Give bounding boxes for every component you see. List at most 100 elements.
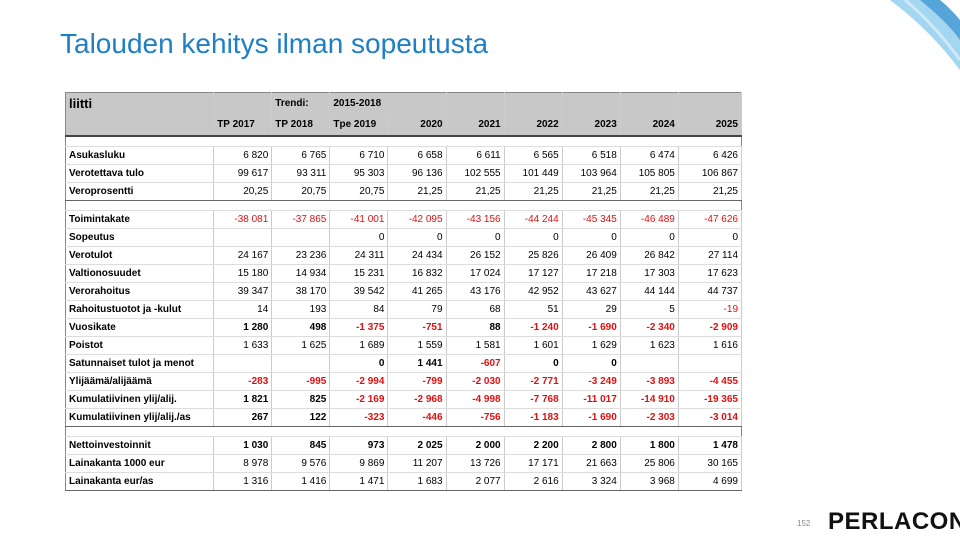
table-cell: 1 683 — [387, 472, 447, 491]
table-cell: -42 095 — [387, 210, 447, 229]
table-cell: 2 077 — [446, 472, 505, 491]
table-cell: 1 616 — [678, 336, 743, 355]
table-cell: -2 968 — [387, 390, 447, 409]
table-cell: -46 489 — [620, 210, 679, 229]
spacer-cell — [387, 426, 447, 437]
table-row: Rahoitustuotot ja -kulut 14 193 84 79 68 51 29 5… — [65, 300, 743, 319]
table-cell — [678, 354, 743, 373]
spacer-cell — [504, 136, 563, 147]
table-cell: -4 998 — [446, 390, 505, 409]
table-cell: 24 167 — [213, 246, 273, 265]
table-cell: -2 994 — [329, 372, 389, 391]
table-cell: -607 — [446, 354, 505, 373]
spacer-cell — [329, 136, 388, 147]
column-header: 2021 — [446, 114, 505, 137]
table-row: Poistot 1 633 1 625 1 689 1 559 1 581 1 601 1 6… — [65, 336, 743, 355]
table-cell: 8 978 — [213, 454, 273, 473]
table-cell: -799 — [387, 372, 447, 391]
table-cell: 3 324 — [562, 472, 621, 491]
table-cell: -2 771 — [504, 372, 563, 391]
table-cell: -19 — [678, 300, 743, 319]
table-cell: 0 — [562, 354, 621, 373]
table-cell: 11 207 — [387, 454, 447, 473]
table-cell: 41 265 — [387, 282, 447, 301]
table-cell: -19 365 — [678, 390, 743, 409]
row-label: Satunnaiset tulot ja menot — [65, 354, 215, 373]
row-label: Vuosikate — [65, 318, 215, 337]
table-cell: 498 — [271, 318, 331, 337]
row-label: Sopeutus — [65, 228, 215, 247]
table-cell: 17 303 — [620, 264, 679, 283]
column-header: TP 2018 — [271, 114, 331, 137]
header-cell — [213, 92, 273, 114]
table-cell: 1 316 — [213, 472, 273, 491]
table-cell: -47 626 — [678, 210, 743, 229]
table-cell: 6 765 — [271, 146, 331, 165]
spacer-cell — [329, 426, 388, 437]
row-label: Veroprosentti — [65, 182, 215, 201]
table-row: Nettoinvestoinnit 1 030 845 973 2 025 2 000 2 … — [65, 436, 743, 455]
header-cell — [620, 92, 679, 114]
table-cell: -3 249 — [562, 372, 621, 391]
table-cell: 14 — [213, 300, 273, 319]
row-label: Poistot — [65, 336, 215, 355]
table-cell: 2 616 — [504, 472, 563, 491]
table-cell: 51 — [504, 300, 563, 319]
table-cell: -2 303 — [620, 408, 679, 427]
table-cell: 43 176 — [446, 282, 505, 301]
table-cell: 101 449 — [504, 164, 563, 183]
spacer-cell — [620, 426, 679, 437]
column-header: Tpe 2019 — [329, 114, 389, 137]
spacer-cell — [620, 200, 679, 211]
header-cell — [562, 92, 621, 114]
table-cell: 42 952 — [504, 282, 563, 301]
table-cell: 6 820 — [213, 146, 273, 165]
table-cell: -43 156 — [446, 210, 505, 229]
table-cell: 1 625 — [271, 336, 331, 355]
table-cell: 0 — [504, 228, 563, 247]
table-cell: 6 518 — [562, 146, 621, 165]
column-header: 2020 — [387, 114, 447, 137]
spacer-cell — [213, 200, 272, 211]
table-cell: 21,25 — [387, 182, 447, 201]
header-row: liitti Trendi: 2015-2018 — [65, 92, 743, 114]
table-cell: -1 690 — [562, 408, 621, 427]
spacer-cell — [446, 136, 505, 147]
spacer-cell — [271, 136, 330, 147]
header-cell: 2015-2018 — [329, 92, 447, 114]
spacer-cell — [329, 200, 388, 211]
spacer-cell — [562, 200, 621, 211]
row-label: Valtionosuudet — [65, 264, 215, 283]
table-cell: 106 867 — [678, 164, 743, 183]
column-header: TP 2017 — [213, 114, 273, 137]
table-cell: 44 144 — [620, 282, 679, 301]
table-cell: 17 218 — [562, 264, 621, 283]
table-row: Valtionosuudet 15 180 14 934 15 231 16 832 17… — [65, 264, 743, 283]
row-label: Verorahoitus — [65, 282, 215, 301]
table-cell: 95 303 — [329, 164, 389, 183]
table-cell: 122 — [271, 408, 331, 427]
spacer-cell — [678, 200, 742, 211]
slide-title: Talouden kehitys ilman sopeutusta — [60, 28, 489, 59]
spacer-cell — [446, 200, 505, 211]
spacer-cell — [620, 136, 679, 147]
table-cell: 1 441 — [387, 354, 447, 373]
table-cell: 1 601 — [504, 336, 563, 355]
table-row: Toimintakate -38 081 -37 865 -41 001 -42 095… — [65, 210, 743, 229]
table-row: Kumulatiivinen ylij/alij. 1 821 825 -2 169-… — [65, 390, 743, 409]
table-cell: 24 311 — [329, 246, 389, 265]
table-cell: 105 805 — [620, 164, 679, 183]
finance-table: liitti Trendi: 2015-2018 TP 2017 TP 2018 Tpe … — [65, 92, 743, 491]
table-cell — [213, 354, 273, 373]
table-row: Verotettava tulo 99 617 93 311 95 303 96 136… — [65, 164, 743, 183]
spacer-cell — [271, 426, 330, 437]
table-cell: -1 240 — [504, 318, 563, 337]
table-cell: -751 — [387, 318, 447, 337]
spacer-cell — [65, 426, 214, 437]
table-cell: -2 169 — [329, 390, 389, 409]
table-cell — [271, 228, 331, 247]
header-cell — [678, 92, 743, 114]
table-cell: 1 821 — [213, 390, 273, 409]
table-cell: 44 737 — [678, 282, 743, 301]
